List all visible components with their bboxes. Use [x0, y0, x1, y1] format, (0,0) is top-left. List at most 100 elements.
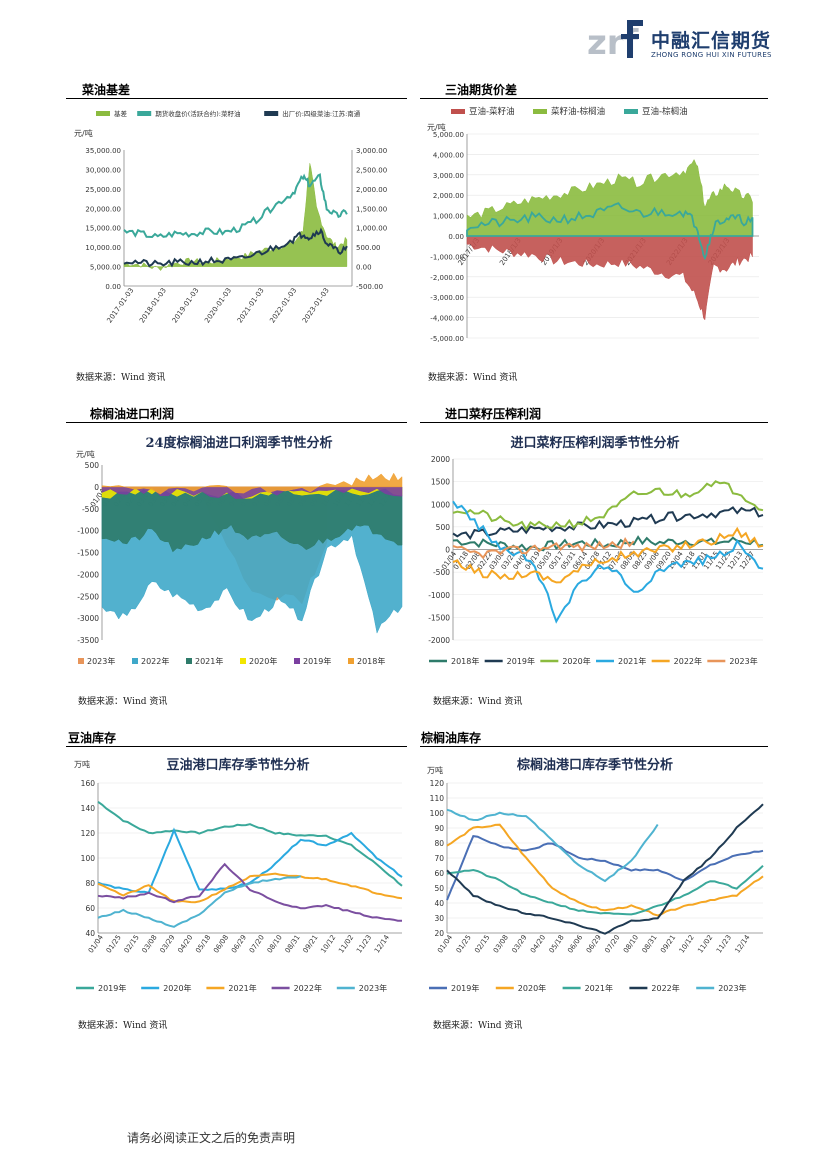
- y-axis-unit: 万吨: [74, 759, 90, 769]
- y-tick-label: 500: [436, 523, 451, 532]
- y-tick-label: 30,000.00: [85, 166, 121, 174]
- y-axis-unit: 元/吨: [76, 449, 95, 459]
- series-area-菜籽油-棕榈油: [466, 158, 753, 237]
- y-right-tick-label: -500.00: [356, 283, 383, 291]
- chart-title: 棕榈油港口库存季节性分析: [516, 757, 673, 773]
- legend-label: 2021年: [228, 983, 256, 993]
- x-tick-label: 2023-01-03: [301, 287, 331, 325]
- x-tick-label: 2019-01-03: [171, 287, 201, 325]
- series-line-2023年: [452, 537, 635, 560]
- y-tick-label: -5,000.00: [430, 335, 464, 343]
- y-right-tick-label: 1,500.00: [356, 205, 387, 213]
- x-tick-label: 03/08: [492, 934, 510, 955]
- y-tick-label: 120: [430, 779, 445, 788]
- y-tick-label: -4,000.00: [430, 315, 464, 323]
- series-area-2018年: [101, 472, 403, 495]
- y-right-tick-label: 500.00: [356, 244, 381, 252]
- section-divider: [66, 98, 407, 99]
- y-tick-label: 100: [430, 809, 445, 818]
- y-tick-label: 110: [430, 794, 445, 803]
- legend-swatch: [348, 658, 354, 664]
- y-tick-label: 140: [81, 804, 96, 813]
- y-axis-unit: 元/吨: [427, 122, 446, 132]
- legend-swatch: [78, 658, 84, 664]
- y-tick-label: 1000: [431, 500, 450, 509]
- legend-swatch: [137, 111, 152, 116]
- disclaimer-footer: 请务必阅读正文之后的免责声明: [127, 1131, 296, 1145]
- series-area-豆油-棕榈油: [466, 202, 754, 261]
- x-tick-label: 03/29: [510, 934, 528, 955]
- y-tick-label: 20: [434, 929, 444, 938]
- y-tick-label: 500: [85, 461, 100, 470]
- section-divider: [420, 98, 768, 99]
- chart-title: 进口菜籽压榨利润季节性分析: [510, 435, 679, 451]
- legend-label: 2020年: [163, 983, 191, 993]
- y-tick-label: -1500: [428, 613, 450, 622]
- series-line-2023年: [97, 875, 301, 928]
- y-tick-label: -3500: [77, 636, 99, 645]
- section-title-soyoil-inventory: 豆油库存: [68, 731, 117, 745]
- data-source-note: 数据来源：Wind 资讯: [433, 697, 523, 707]
- series-line-2022年: [446, 803, 764, 935]
- y-right-tick-label: 1,000.00: [356, 225, 387, 233]
- x-tick-label: 12/14: [733, 933, 751, 955]
- y-tick-label: 60: [85, 904, 95, 913]
- x-tick-label: 08/31: [641, 934, 659, 955]
- section-divider: [66, 746, 407, 747]
- legend-label: 2018年: [451, 656, 479, 666]
- x-tick-label: 10/12: [678, 934, 696, 955]
- y-tick-label: 0: [94, 483, 99, 492]
- series-line-2021年: [452, 500, 764, 624]
- chart-title: 豆油港口库存季节性分析: [166, 757, 309, 773]
- y-tick-label: 120: [81, 829, 96, 838]
- x-tick-label: 08/31: [284, 934, 302, 955]
- data-source-note: 数据来源：Wind 资讯: [78, 1021, 168, 1031]
- x-tick-label: 2020-01-03: [203, 287, 233, 325]
- legend-swatch: [624, 109, 638, 114]
- y-tick-label: 25,000.00: [85, 186, 121, 194]
- series-line-2019年: [97, 800, 403, 887]
- x-tick-label: 12/14: [373, 933, 391, 955]
- section-divider: [420, 422, 768, 423]
- x-tick-label: 09/21: [301, 934, 319, 955]
- legend-label: 基差: [114, 109, 128, 118]
- legend-label: 2019年: [98, 983, 126, 993]
- section-divider: [66, 422, 407, 423]
- legend-label: 豆油-菜籽油: [469, 106, 515, 117]
- y-right-tick-label: 2,000.00: [356, 186, 387, 194]
- legend-swatch: [451, 109, 465, 114]
- data-source-note: 数据来源：Wind 资讯: [78, 697, 168, 707]
- data-source-note: 数据来源：Wind 资讯: [433, 1021, 523, 1031]
- y-tick-label: 100: [81, 854, 96, 863]
- y-tick-label: 80: [434, 839, 444, 848]
- series-line-2019年: [446, 835, 764, 901]
- y-tick-label: 5,000.00: [433, 131, 464, 139]
- x-tick-label: 11/23: [355, 934, 373, 955]
- series-area-豆油-菜籽油: [466, 235, 753, 321]
- x-tick-label: 03/08: [141, 934, 159, 955]
- y-tick-label: -2500: [77, 592, 99, 601]
- y-tick-label: 70: [434, 854, 444, 863]
- x-tick-label: 06/08: [212, 934, 230, 955]
- legend-swatch: [264, 111, 279, 116]
- y-tick-label: -1500: [77, 549, 99, 558]
- y-tick-label: -500: [82, 505, 99, 514]
- legend-label: 2022年: [674, 656, 702, 666]
- series-line-2020年: [446, 823, 764, 917]
- legend-swatch: [533, 109, 547, 114]
- y-right-tick-label: 3,000.00: [356, 147, 387, 155]
- x-tick-label: 01/25: [105, 934, 123, 955]
- series-area-2021年: [101, 486, 403, 553]
- x-tick-label: 04/20: [529, 934, 547, 955]
- chart-soyoil-inventory: 豆油港口库存季节性分析 万吨 40 60 80 100 120 140 160 01/04 01/2…: [70, 753, 406, 1003]
- y-tick-label: 50: [434, 884, 444, 893]
- x-tick-label: 2018-01-03: [138, 287, 168, 325]
- x-tick-label: 06/29: [230, 934, 248, 955]
- zrf-logo-icon: zrf: [587, 20, 643, 62]
- y-tick-label: 0.00: [448, 233, 464, 241]
- legend-label: 2022年: [651, 983, 679, 993]
- y-tick-label: 3,000.00: [433, 172, 464, 180]
- y-tick-label: 4,000.00: [433, 151, 464, 159]
- y-tick-label: 2000: [431, 455, 450, 464]
